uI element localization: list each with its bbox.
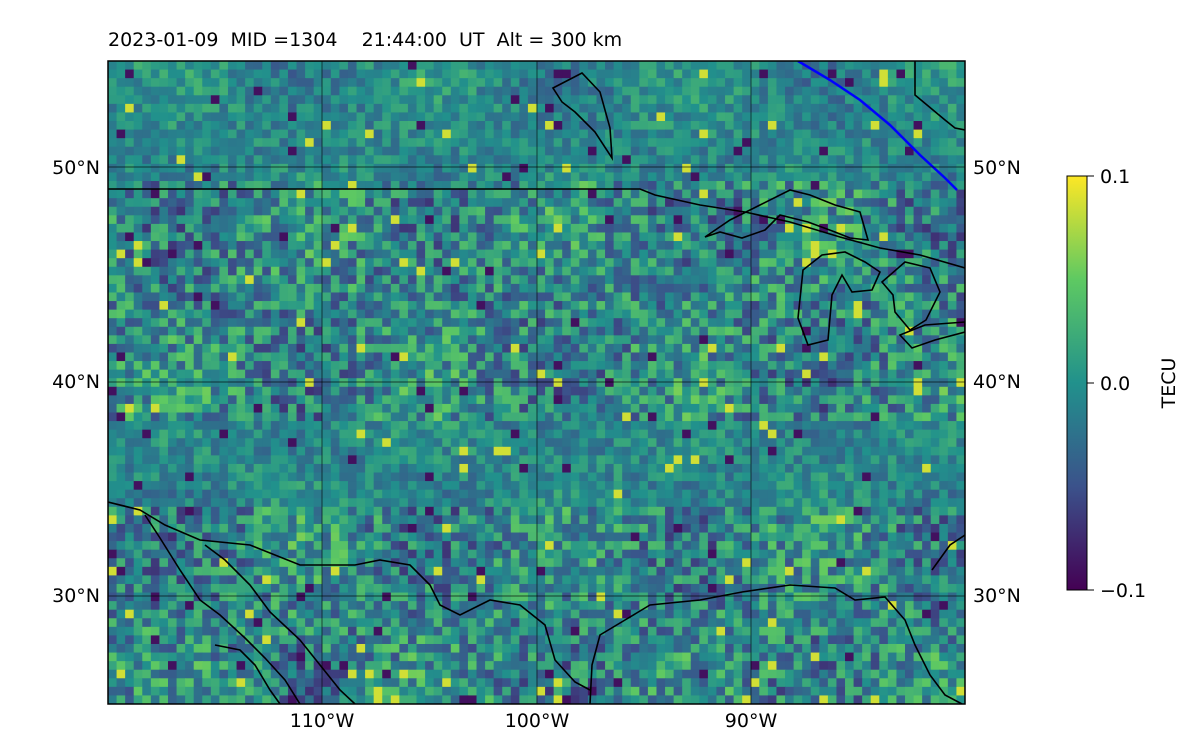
lake-superior bbox=[704, 189, 870, 241]
lon-label-100w: 100°W bbox=[505, 710, 570, 732]
terminator-line bbox=[797, 61, 958, 191]
gulf-of-california-coast bbox=[204, 544, 356, 704]
gulf-coast bbox=[589, 584, 963, 704]
colorbar-tick-min: −0.1 bbox=[1100, 580, 1146, 602]
lake-michigan bbox=[797, 251, 882, 346]
mexico-border bbox=[108, 501, 591, 691]
lon-label-110w: 110°W bbox=[290, 710, 355, 732]
baja-peninsula bbox=[144, 514, 301, 704]
tec-heatmap bbox=[108, 61, 965, 704]
lat-label-left-50: 50°N bbox=[52, 157, 100, 179]
us-canada-border bbox=[108, 188, 965, 269]
colorbar-label: TECU bbox=[1158, 358, 1180, 410]
colorbar-tick-zero: 0.0 bbox=[1100, 373, 1130, 395]
lat-label-right-30: 30°N bbox=[973, 585, 1021, 607]
island-north bbox=[551, 72, 614, 161]
hudson-bay-coast bbox=[914, 61, 965, 131]
lat-label-left-30: 30°N bbox=[52, 585, 100, 607]
lake-huron bbox=[880, 261, 941, 332]
lat-label-right-40: 40°N bbox=[973, 371, 1021, 393]
coastlines bbox=[108, 61, 965, 704]
lat-label-right-50: 50°N bbox=[973, 157, 1021, 179]
mexico-west-coast bbox=[214, 644, 281, 704]
lake-erie-ontario bbox=[898, 321, 965, 349]
lon-label-90w: 90°W bbox=[725, 710, 778, 732]
florida-peninsula bbox=[931, 534, 965, 571]
colorbar: 0.1 0.0 −0.1 TECU bbox=[1066, 166, 1180, 602]
lat-label-left-40: 40°N bbox=[52, 371, 100, 393]
colorbar-gradient bbox=[1066, 175, 1088, 591]
colorbar-tick-max: 0.1 bbox=[1100, 166, 1130, 188]
map-title: 2023-01-09 MID =1304 21:44:00 UT Alt = 3… bbox=[108, 29, 623, 51]
graticule bbox=[108, 61, 965, 704]
map-frame bbox=[107, 60, 966, 705]
